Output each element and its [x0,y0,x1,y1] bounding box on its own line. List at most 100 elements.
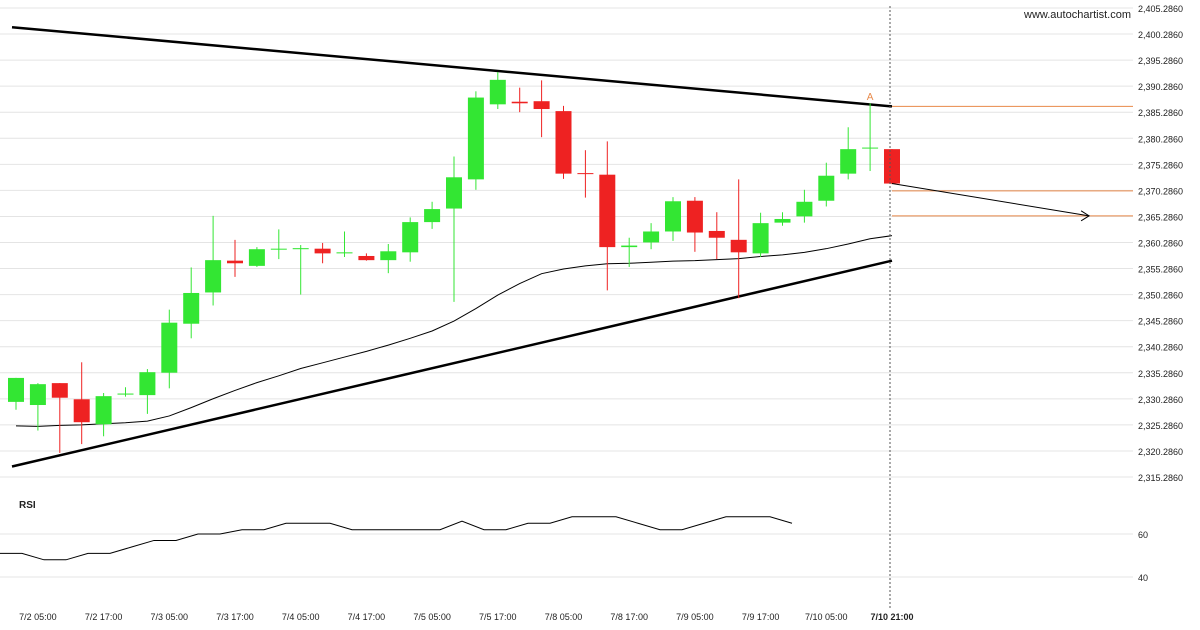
candle-body [292,248,309,250]
time-tick-label: 7/2 05:00 [19,612,57,622]
levels [892,105,1133,217]
candle-body [29,384,46,406]
candle-body [336,252,353,254]
time-tick-label: 7/9 17:00 [742,612,780,622]
candle [840,127,857,180]
price-tick-label: 2,340.2860 [1138,343,1183,353]
candle-body [51,383,68,398]
candle-body [402,222,419,253]
candle-body [774,218,791,223]
time-tick-label: 7/8 05:00 [545,612,583,622]
price-tick-label: 2,400.2860 [1138,30,1183,40]
price-axis: 2,405.2860 2,400.2860 2,395.2860 2,390.2860… [1138,4,1183,583]
rsi-tick-label: 60 [1138,530,1148,540]
price-tick-label: 2,325.2860 [1138,421,1183,431]
candle-body [467,97,484,180]
candle [424,201,441,229]
price-tick-label: 2,370.2860 [1138,186,1183,196]
candle-body [621,245,638,248]
candle-body [796,201,813,217]
price-tick-label: 2,390.2860 [1138,82,1183,92]
time-tick-label: 7/3 05:00 [151,612,189,622]
candle [533,80,550,138]
candle [467,91,484,190]
candle [489,72,506,110]
candle [862,103,879,172]
candle [730,179,747,299]
candle-body [161,322,178,373]
time-tick-label: 7/4 05:00 [282,612,320,622]
candle [183,267,200,339]
candle-body [248,249,265,266]
price-tick-label: 2,385.2860 [1138,108,1183,118]
candle [665,197,681,241]
rsi-tick-label: 40 [1138,573,1148,583]
candle-body [446,177,462,209]
time-tick-label: 7/10 21:00 [870,612,913,622]
time-tick-label: 7/10 05:00 [805,612,848,622]
candle-body [884,149,900,184]
rsi-title: RSI [19,500,36,511]
candle [117,387,134,397]
price-tick-label: 2,365.2860 [1138,212,1183,222]
candle [95,393,112,437]
candle [796,189,813,223]
candle-body [840,149,857,174]
candle-body [139,372,156,396]
candle-body [489,79,506,105]
candle [358,253,375,261]
price-tick-label: 2,375.2860 [1138,160,1183,170]
candle [139,369,156,414]
candle [621,237,638,267]
rsi-grid [0,533,1133,578]
candle [8,377,24,410]
candle [314,242,331,264]
candle-body [380,251,397,261]
candle [51,383,68,453]
candle [248,247,265,267]
candle-body [708,230,725,238]
time-tick-label: 7/2 17:00 [85,612,123,622]
candle [774,212,791,226]
candle [643,223,660,250]
price-tick-label: 2,345.2860 [1138,317,1183,327]
moving-average-line [15,235,893,427]
candle [446,156,462,302]
candle-body [8,377,24,402]
candle [205,215,222,306]
candle-body [314,248,331,254]
candle-body [183,292,200,324]
price-tick-label: 2,380.2860 [1138,134,1183,144]
candle [818,162,835,207]
time-tick-label: 7/9 05:00 [676,612,714,622]
rsi-polyline [0,516,793,561]
support-trendline [11,259,893,468]
candle [511,87,528,113]
candle [161,309,178,389]
candle [402,217,419,262]
time-tick-label: 7/4 17:00 [348,612,386,622]
candle [292,245,309,295]
candle-body [643,231,660,243]
candle-body [818,175,835,201]
candle-body [862,147,879,149]
candle [686,197,703,252]
candle-body [730,239,747,253]
price-tick-label: 2,405.2860 [1138,4,1183,14]
time-tick-label: 7/5 17:00 [479,612,517,622]
candle [29,383,46,431]
candle-body [686,200,703,233]
candle-body [665,201,681,232]
candle [73,362,90,445]
candle-body [358,255,375,261]
time-tick-label: 7/5 05:00 [413,612,451,622]
candle [227,239,243,277]
time-tick-label: 7/3 17:00 [216,612,254,622]
candle-body [577,173,594,175]
candle-body [117,393,134,395]
price-tick-label: 2,330.2860 [1138,395,1183,405]
candle [599,141,616,291]
candle-body [752,223,769,254]
candle [555,105,572,179]
